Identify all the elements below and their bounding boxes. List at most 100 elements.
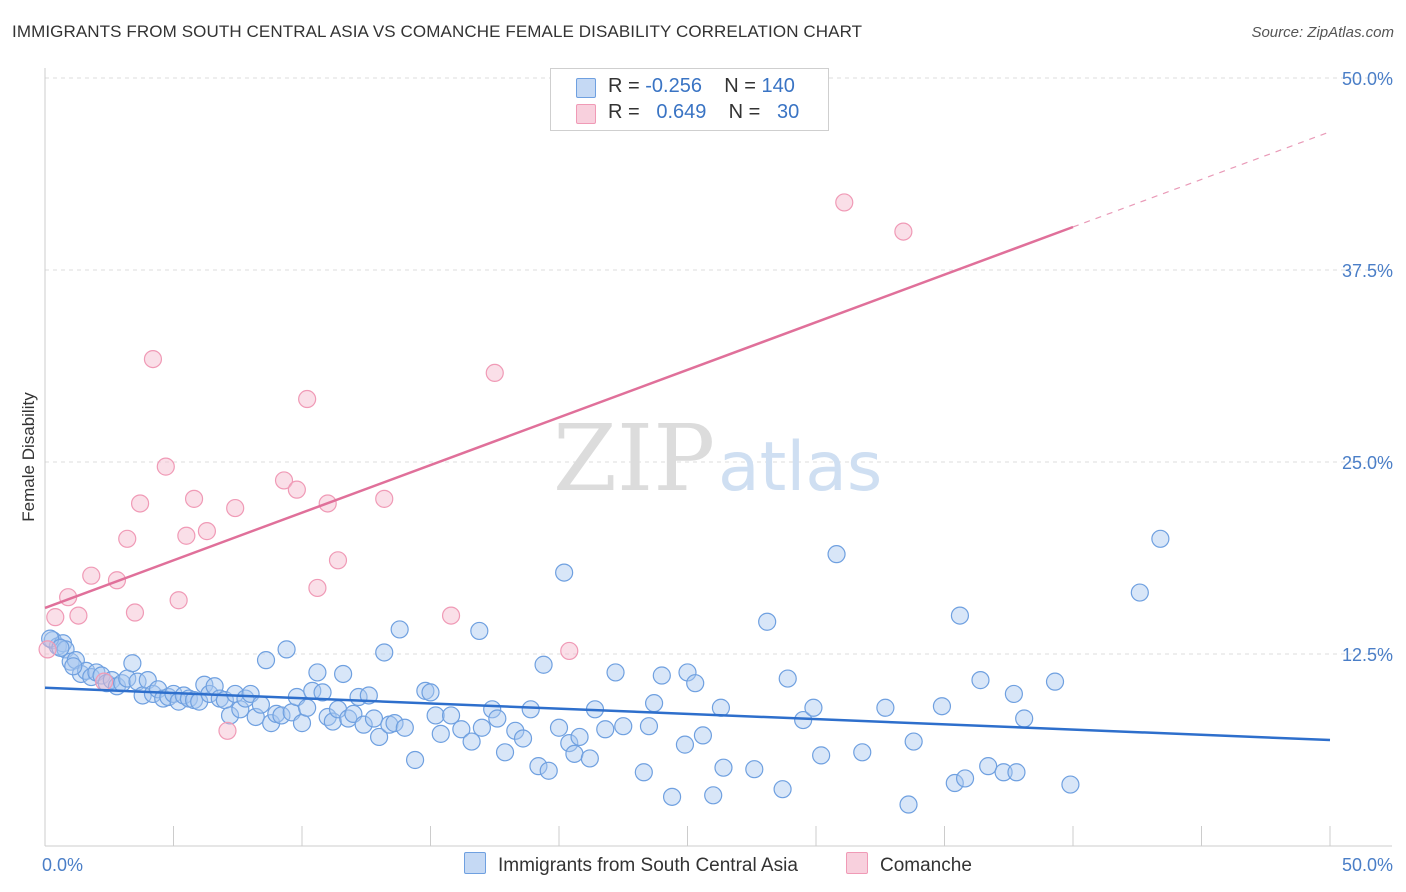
point-south-central-asia-120 <box>876 698 895 717</box>
point-south-central-asia-19 <box>138 671 157 690</box>
point-south-central-asia-119 <box>853 743 872 762</box>
point-south-central-asia-26 <box>174 686 193 705</box>
point-south-central-asia-78 <box>470 621 489 641</box>
point-south-central-asia-74 <box>431 724 450 743</box>
point-comanche-10 <box>143 349 163 369</box>
point-south-central-asia-101 <box>644 694 664 713</box>
point-south-central-asia-72 <box>421 683 440 702</box>
point-comanche-8 <box>125 603 145 622</box>
point-south-central-asia-79 <box>472 718 491 737</box>
series-south-central-asia-points <box>41 529 1170 814</box>
trend-line-comanche <box>44 225 1074 610</box>
point-south-central-asia-57 <box>334 664 353 684</box>
point-south-central-asia-117 <box>812 746 831 765</box>
point-comanche-15 <box>197 522 217 541</box>
point-comanche-1 <box>46 608 65 627</box>
point-south-central-asia-111 <box>745 760 764 779</box>
y-tick-label-2: 37.5% <box>1342 261 1393 281</box>
point-south-central-asia-91 <box>560 733 579 753</box>
y-axis-title: Female Disability <box>19 392 38 522</box>
point-south-central-asia-42 <box>256 651 276 670</box>
point-south-central-asia-100 <box>639 717 659 736</box>
point-south-central-asia-75 <box>441 706 461 725</box>
point-south-central-asia-108 <box>704 786 723 805</box>
point-south-central-asia-89 <box>549 718 569 737</box>
trend-line-south-central-asia <box>44 686 1331 742</box>
point-south-central-asia-110 <box>714 758 733 777</box>
point-south-central-asia-116 <box>804 698 823 717</box>
point-south-central-asia-77 <box>462 732 481 751</box>
y-tick-label-3: 50.0% <box>1342 69 1393 89</box>
point-south-central-asia-112 <box>758 612 777 631</box>
point-south-central-asia-124 <box>950 606 970 625</box>
point-south-central-asia-43 <box>262 714 281 733</box>
point-south-central-asia-118 <box>827 545 846 564</box>
bottom-legend-comanche: Comanche <box>846 852 972 877</box>
point-south-central-asia-81 <box>488 709 507 728</box>
y-tick-label-1: 25.0% <box>1342 453 1393 473</box>
point-south-central-asia-37 <box>231 700 250 719</box>
point-south-central-asia-41 <box>251 695 270 714</box>
point-comanche-9 <box>130 494 150 513</box>
point-south-central-asia-121 <box>899 795 918 814</box>
point-comanche-27 <box>560 641 579 661</box>
watermark: ZIP atlas <box>553 405 882 512</box>
watermark-zip: ZIP <box>553 405 715 512</box>
point-comanche-12 <box>169 591 188 610</box>
point-comanche-5 <box>95 672 114 691</box>
point-south-central-asia-50 <box>298 698 317 717</box>
point-south-central-asia-130 <box>1004 684 1023 704</box>
point-south-central-asia-134 <box>1061 775 1080 794</box>
point-south-central-asia-109 <box>711 698 731 717</box>
point-south-central-asia-16 <box>123 654 142 673</box>
point-south-central-asia-127 <box>971 671 990 690</box>
point-south-central-asia-122 <box>904 732 923 751</box>
trend-lines <box>44 131 1331 742</box>
point-south-central-asia-94 <box>580 749 599 768</box>
point-comanche-21 <box>308 578 327 598</box>
point-south-central-asia-67 <box>385 714 404 733</box>
point-comanche-28 <box>835 193 854 212</box>
correlation-legend: R = -0.256 N = 140 R = 0.649 N = 30 <box>550 68 829 131</box>
bottom-legend-south-central-asia: Immigrants from South Central Asia <box>464 852 798 877</box>
point-comanche-23 <box>328 551 348 570</box>
point-south-central-asia-129 <box>994 763 1013 782</box>
point-comanche-26 <box>485 363 504 383</box>
point-south-central-asia-104 <box>675 735 695 754</box>
point-south-central-asia-113 <box>773 780 792 799</box>
point-comanche-13 <box>177 526 196 545</box>
point-south-central-asia-87 <box>534 655 553 674</box>
point-south-central-asia-92 <box>565 744 584 763</box>
point-south-central-asia-73 <box>426 706 445 725</box>
point-south-central-asia-52 <box>308 663 327 682</box>
point-south-central-asia-107 <box>693 726 713 745</box>
axes <box>44 68 1392 847</box>
point-south-central-asia-126 <box>955 769 975 788</box>
source-label: Source: ZipAtlas.com <box>1251 24 1394 41</box>
legend-stats-blue: R = -0.256 N = 140 <box>608 75 795 97</box>
point-south-central-asia-137 <box>41 629 60 648</box>
point-south-central-asia-125 <box>945 773 964 793</box>
point-south-central-asia-123 <box>932 697 952 716</box>
point-comanche-19 <box>287 480 306 499</box>
legend-stats-pink: R = 0.649 N = 30 <box>608 101 800 123</box>
point-comanche-18 <box>274 471 294 490</box>
point-south-central-asia-106 <box>686 674 705 693</box>
point-south-central-asia-61 <box>354 715 373 734</box>
point-comanche-4 <box>82 566 101 585</box>
point-south-central-asia-97 <box>606 663 625 682</box>
point-comanche-7 <box>118 529 137 548</box>
point-south-central-asia-46 <box>277 640 296 659</box>
point-south-central-asia-96 <box>596 720 615 739</box>
bottom-legend-swatch-blue <box>464 852 486 874</box>
point-south-central-asia-135 <box>1130 583 1149 602</box>
point-comanche-24 <box>375 489 394 508</box>
point-south-central-asia-35 <box>220 706 240 725</box>
bottom-legend-label-blue: Immigrants from South Central Asia <box>498 855 798 876</box>
point-south-central-asia-83 <box>506 721 525 740</box>
point-south-central-asia-65 <box>375 643 394 662</box>
point-south-central-asia-133 <box>1045 672 1065 691</box>
point-south-central-asia-93 <box>570 727 589 747</box>
point-comanche-20 <box>298 389 317 409</box>
